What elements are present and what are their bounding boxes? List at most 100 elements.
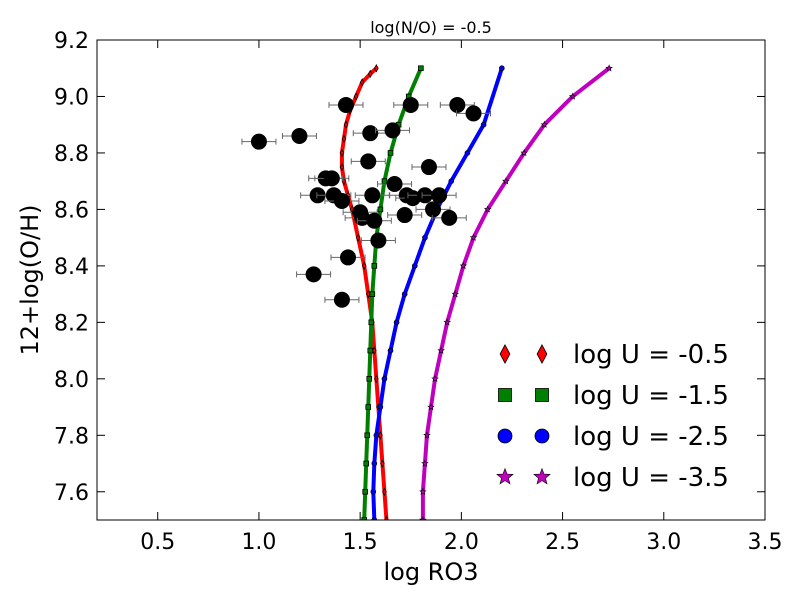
series-marker-log-u-2-5 xyxy=(370,488,377,495)
series-marker-log-u-2-5 xyxy=(422,234,428,241)
data-point xyxy=(362,125,379,142)
legend-marker xyxy=(533,467,551,485)
legend-marker xyxy=(498,388,512,402)
series-marker-log-u-1-5 xyxy=(368,319,375,326)
series-marker-log-u-0-5 xyxy=(343,120,349,129)
y-tick-label: 7.6 xyxy=(54,481,89,506)
y-tick-label: 8.4 xyxy=(54,255,89,280)
series-marker-log-u-0-5 xyxy=(353,92,359,101)
legend-item-log-u-2-5: log U = -2.5 xyxy=(497,422,729,452)
data-point xyxy=(360,153,377,170)
series-log-u-3-5 xyxy=(419,64,613,520)
y-axis-label: 12+log(O/H) xyxy=(16,205,44,356)
data-point xyxy=(323,170,340,187)
data-point xyxy=(337,96,354,113)
data-point xyxy=(364,187,381,204)
data-point xyxy=(370,232,387,249)
data-point xyxy=(305,266,322,283)
y-tick-label: 9.2 xyxy=(54,29,89,54)
series-marker-log-u-0-5 xyxy=(339,148,345,158)
y-tick-label: 9.0 xyxy=(54,85,89,110)
data-point xyxy=(384,122,401,139)
series-marker-log-u-3-5 xyxy=(419,487,427,495)
series-marker-log-u-3-5 xyxy=(437,346,445,354)
data-point xyxy=(333,192,350,209)
data-point xyxy=(340,249,357,266)
series-marker-log-u-1-5 xyxy=(377,206,384,213)
series-marker-log-u-0-5 xyxy=(365,289,371,299)
series-marker-log-u-0-5 xyxy=(374,374,379,384)
series-marker-log-u-0-5 xyxy=(359,78,365,87)
series-marker-log-u-0-5 xyxy=(382,487,387,496)
y-tick-label: 8.6 xyxy=(54,198,89,223)
series-marker-log-u-2-5 xyxy=(464,150,471,156)
series-line-log-u-2-5 xyxy=(371,66,504,520)
series-marker-log-u-2-5 xyxy=(373,432,380,439)
data-point xyxy=(386,176,403,192)
data-point xyxy=(404,190,421,207)
series-marker-log-u-2-5 xyxy=(448,178,455,184)
series-marker-log-u-2-5 xyxy=(377,404,384,410)
series-marker-log-u-3-5 xyxy=(469,233,478,241)
series-marker-log-u-3-5 xyxy=(605,64,613,72)
series-marker-log-u-1-5 xyxy=(418,65,424,72)
legend-label: log U = -3.5 xyxy=(573,463,729,493)
legend-marker xyxy=(535,388,549,402)
data-point xyxy=(333,291,350,308)
series-marker-log-u-3-5 xyxy=(431,374,439,383)
series-marker-log-u-3-5 xyxy=(483,205,492,213)
legend-item-log-u-1-5: log U = -1.5 xyxy=(498,381,729,411)
series-marker-log-u-2-5 xyxy=(387,347,394,354)
series-marker-log-u-3-5 xyxy=(421,459,429,467)
legend-label: log U = -0.5 xyxy=(573,340,729,370)
x-tick-label: 1.0 xyxy=(241,530,276,555)
series-marker-log-u-0-5 xyxy=(361,261,367,271)
series-marker-log-u-3-5 xyxy=(427,403,435,411)
series-marker-log-u-2-5 xyxy=(393,319,400,326)
series-marker-log-u-2-5 xyxy=(381,376,388,382)
series-marker-log-u-3-5 xyxy=(423,431,431,439)
data-point xyxy=(420,159,437,176)
data-point xyxy=(366,212,383,229)
series-marker-log-u-0-5 xyxy=(368,69,373,79)
series-marker-log-u-3-5 xyxy=(451,290,460,298)
series-marker-log-u-3-5 xyxy=(443,318,451,326)
x-tick-label: 3.0 xyxy=(646,530,681,555)
y-tick-label: 8.8 xyxy=(54,142,89,167)
series-marker-log-u-1-5 xyxy=(363,460,370,467)
legend-item-log-u-3-5: log U = -3.5 xyxy=(496,463,729,493)
series-marker-log-u-0-5 xyxy=(378,431,383,440)
series-marker-log-u-0-5 xyxy=(341,134,347,144)
data-point xyxy=(396,207,413,224)
x-tick-label: 3.5 xyxy=(748,530,783,555)
series-marker-log-u-3-5 xyxy=(568,92,577,100)
y-tick-label: 8.0 xyxy=(54,368,89,393)
series-marker-log-u-2-5 xyxy=(480,121,487,128)
series-marker-log-u-3-5 xyxy=(419,516,427,520)
series-marker-log-u-1-5 xyxy=(371,263,378,269)
legend-marker xyxy=(536,344,548,364)
series-marker-log-u-0-5 xyxy=(372,346,377,355)
legend-label: log U = -2.5 xyxy=(573,422,729,452)
legend: log U = -0.5 log U = -1.5 log U = -2.5 log … xyxy=(496,340,729,493)
series-log-u-1-5 xyxy=(361,65,424,520)
series-marker-log-u-2-5 xyxy=(401,291,408,297)
data-point xyxy=(441,209,458,226)
data-point xyxy=(402,96,419,113)
plot-frame xyxy=(96,39,766,521)
data-point xyxy=(425,201,442,218)
x-tick-label: 1.5 xyxy=(343,530,378,555)
legend-marker xyxy=(499,344,511,364)
series-marker-log-u-1-5 xyxy=(367,347,374,354)
x-tick-label: 0.5 xyxy=(140,530,175,555)
series-marker-log-u-3-5 xyxy=(459,261,468,270)
legend-marker xyxy=(497,428,513,444)
series-marker-log-u-0-5 xyxy=(355,233,361,242)
chart-title: log(N/O) = -0.5 xyxy=(370,18,492,37)
series-marker-log-u-3-5 xyxy=(540,120,549,128)
legend-marker xyxy=(496,467,514,485)
series-marker-log-u-0-5 xyxy=(374,64,379,73)
axis-ticks: 0.5 1.0 1.5 2.0 2.5 3.0 3.5 7.6 7.8 8.0 8.2 8.4 8.6 8… xyxy=(54,29,783,555)
series-marker-log-u-2-5 xyxy=(499,65,505,72)
